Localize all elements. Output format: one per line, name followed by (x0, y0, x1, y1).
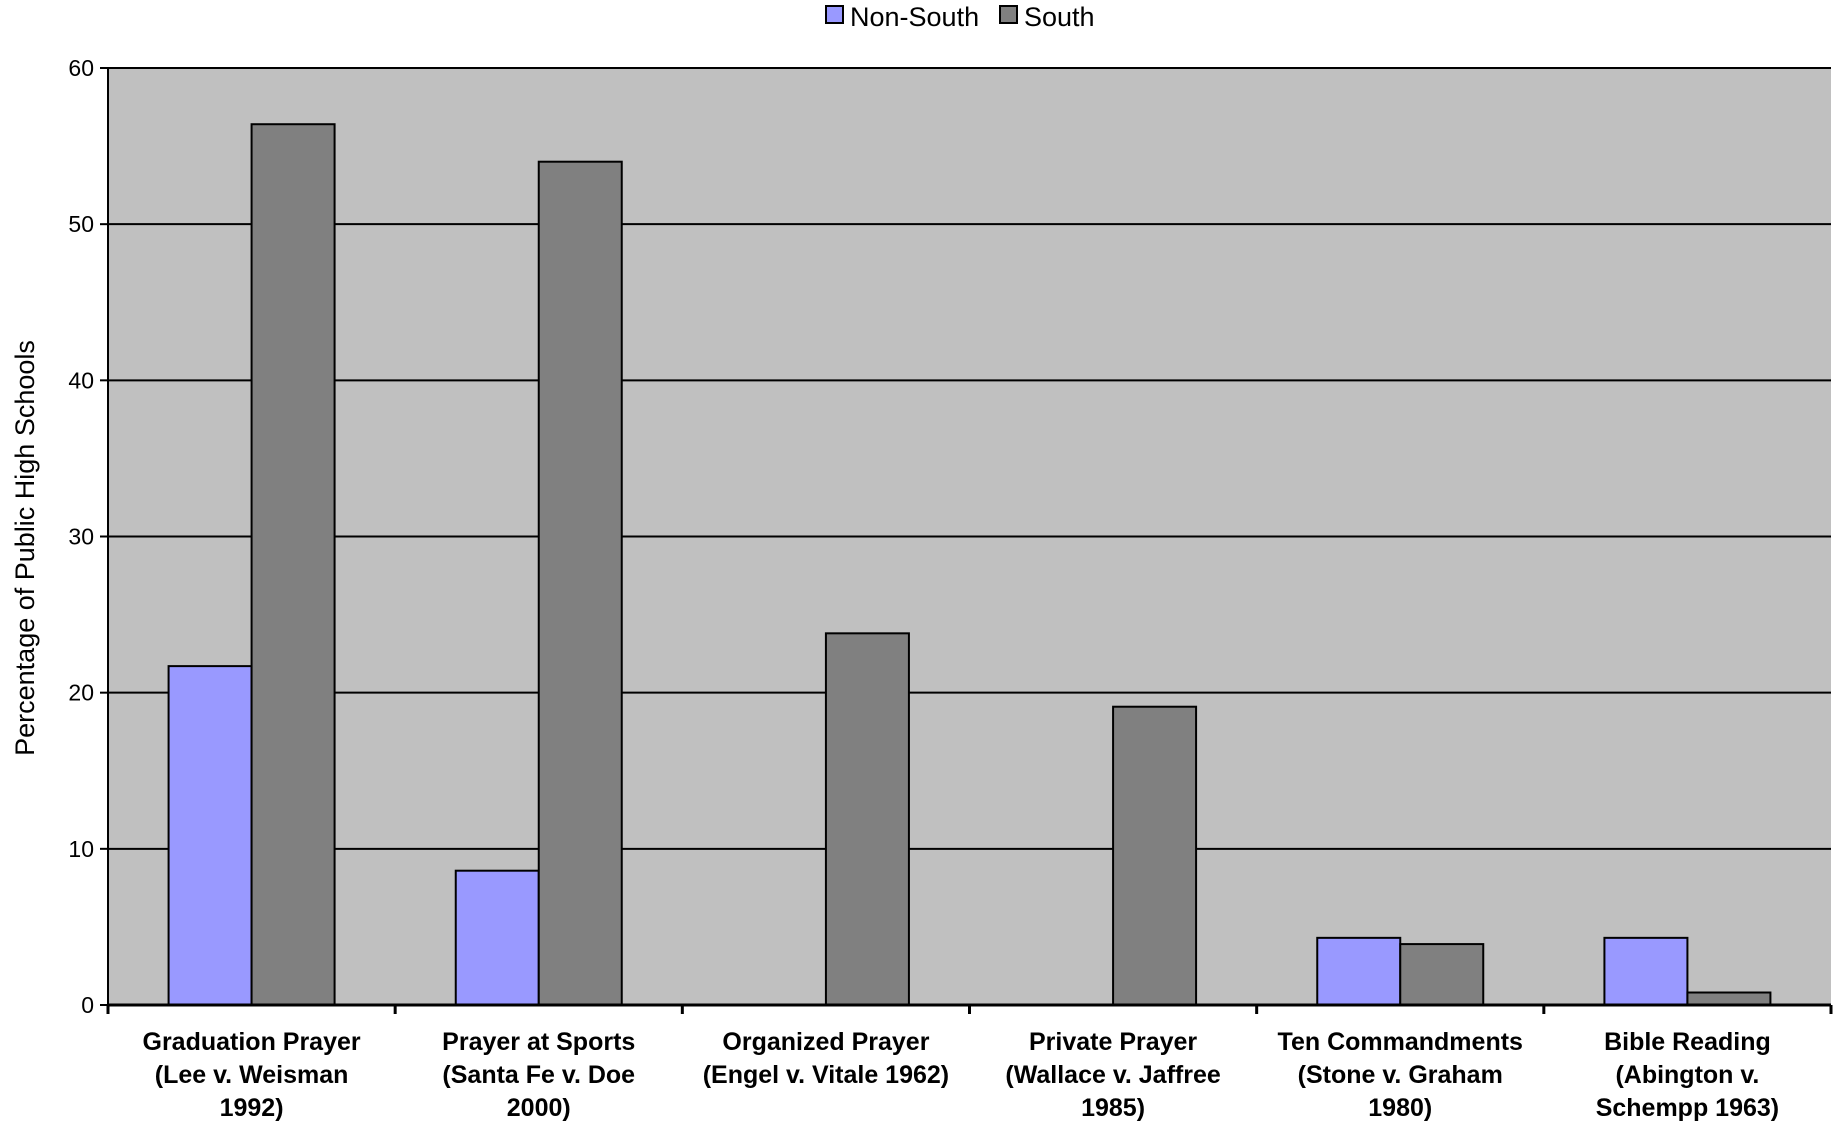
legend-label: Non-South (850, 2, 979, 32)
axes (100, 67, 1833, 1014)
legend-swatch (999, 5, 1018, 24)
category-label: (Stone v. Graham (1298, 1061, 1503, 1089)
y-tick-label: 60 (68, 55, 94, 81)
category-label: Prayer at Sports (442, 1028, 635, 1056)
legend-label: South (1024, 2, 1095, 32)
y-tick-label: 0 (81, 992, 94, 1018)
bar-south-2 (824, 632, 910, 1006)
bar-south-5 (1686, 991, 1772, 1006)
bar-south-1 (537, 160, 623, 1006)
category-label: Schempp 1963) (1596, 1094, 1779, 1122)
category-label: (Wallace v. Jaffree (1005, 1061, 1220, 1089)
bar-south-0 (250, 123, 336, 1007)
category-label: Bible Reading (1604, 1028, 1771, 1056)
legend: Non-South South (825, 2, 1095, 32)
category-labels: Graduation Prayer (Lee v. Weisman 1992) Pra… (143, 1028, 1780, 1122)
y-axis-title: Percentage of Public High Schools (10, 340, 40, 756)
bar-south-4 (1399, 943, 1485, 1006)
bar-non-south-4 (1316, 936, 1402, 1006)
bars (167, 123, 1772, 1007)
bar-south-3 (1112, 705, 1198, 1006)
y-tick-label: 30 (68, 524, 94, 550)
gridlines (108, 67, 1831, 850)
category-label: (Abington v. (1615, 1061, 1759, 1089)
category-label: (Lee v. Weisman (155, 1061, 349, 1089)
bar-non-south-5 (1603, 936, 1689, 1006)
legend-swatch (825, 5, 844, 24)
category-label: 1985) (1081, 1094, 1145, 1122)
category-label: 2000) (507, 1094, 571, 1122)
y-tick-label: 20 (68, 680, 94, 706)
y-tick-labels: 0 10 20 30 40 50 60 (68, 55, 94, 1018)
category-label: Organized Prayer (722, 1028, 929, 1056)
y-tick-label: 50 (68, 211, 94, 237)
y-tick-label: 40 (68, 367, 94, 393)
category-label: Private Prayer (1029, 1028, 1197, 1056)
y-tick-label: 10 (68, 836, 94, 862)
bar-non-south-1 (454, 869, 540, 1006)
category-label: 1980) (1368, 1094, 1432, 1122)
category-label: Ten Commandments (1278, 1028, 1523, 1056)
category-label: (Engel v. Vitale 1962) (703, 1061, 949, 1089)
category-label: 1992) (220, 1094, 284, 1122)
category-label: (Santa Fe v. Doe (442, 1061, 635, 1089)
category-label: Graduation Prayer (143, 1028, 361, 1056)
bar-non-south-0 (167, 665, 253, 1006)
